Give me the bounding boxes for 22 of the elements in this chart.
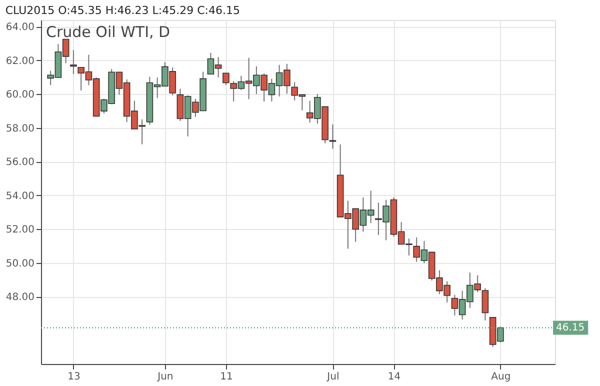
candlestick [329, 124, 336, 150]
x-tick-label: Jul [326, 372, 340, 382]
candlestick [482, 288, 489, 321]
y-tick-label: 54.00 [6, 190, 34, 202]
y-tick-label: 56.00 [6, 157, 34, 168]
x-tick-label: 14 [388, 372, 401, 382]
y-tick-label: 62.00 [6, 56, 34, 67]
x-tick-label: Aug [491, 372, 511, 382]
ref-line-label: 46.15 [556, 322, 585, 334]
y-tick-label: 48.00 [6, 292, 34, 304]
x-tick-label: 11 [220, 372, 233, 382]
chart-title: Crude Oil WTI, D [46, 23, 170, 41]
y-tick-label: 50.00 [6, 258, 34, 270]
y-tick-label: 52.00 [6, 224, 34, 236]
y-tick-label: 64.00 [6, 22, 34, 34]
x-tick-label: 13 [68, 372, 80, 382]
candlestick [222, 72, 230, 86]
x-tick-label: Jun [156, 372, 174, 382]
candlestick [70, 50, 77, 75]
y-tick-label: 58.00 [6, 123, 34, 134]
y-tick-label: 60.00 [6, 90, 34, 101]
chart-subtitle: CLU2015 O:45.35 H:46.23 L:45.29 C:46.15 [5, 4, 240, 17]
